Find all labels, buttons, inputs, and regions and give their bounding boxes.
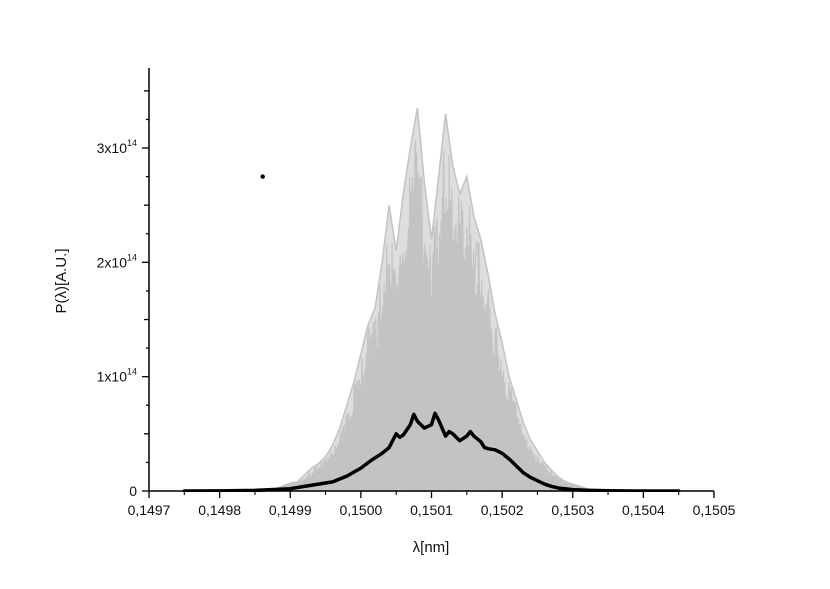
x-axis-title: λ[nm] bbox=[413, 539, 450, 556]
x-tick-label: 0,1500 bbox=[339, 502, 382, 518]
x-tick-label: 0,1498 bbox=[198, 502, 241, 518]
x-tick-label: 0,1497 bbox=[128, 502, 171, 518]
x-tick-label: 0,1503 bbox=[551, 502, 594, 518]
plot-area bbox=[182, 107, 681, 492]
x-tick-label: 0,1504 bbox=[622, 502, 665, 518]
average-spectrum bbox=[182, 411, 681, 492]
stray-point-marker bbox=[260, 174, 265, 179]
y-tick-label: 1x1014 bbox=[97, 367, 137, 385]
single-shot-spectra bbox=[254, 107, 609, 492]
y-tick-label: 0 bbox=[129, 483, 137, 499]
y-axis-ticks: 0 1x1014 2x1014 3x1014 bbox=[97, 90, 149, 499]
stray-data-point bbox=[260, 174, 265, 179]
y-tick-label: 2x1014 bbox=[97, 252, 137, 270]
shot-envelope bbox=[254, 107, 609, 492]
average-spectrum-line bbox=[182, 411, 681, 492]
axes: 0,1497 0,1498 0,1499 0,1500 0,1501 0,1502 0,15… bbox=[97, 68, 736, 518]
x-tick-label: 0,1501 bbox=[410, 502, 453, 518]
y-tick-label: 3x1014 bbox=[97, 138, 137, 156]
x-tick-label: 0,1499 bbox=[269, 502, 312, 518]
y-axis-title: P(λ)[A.U.] bbox=[53, 248, 70, 313]
x-tick-label: 0,1502 bbox=[481, 502, 524, 518]
x-axis-ticks: 0,1497 0,1498 0,1499 0,1500 0,1501 0,1502 0,15… bbox=[128, 491, 736, 518]
x-tick-label: 0,1505 bbox=[693, 502, 736, 518]
